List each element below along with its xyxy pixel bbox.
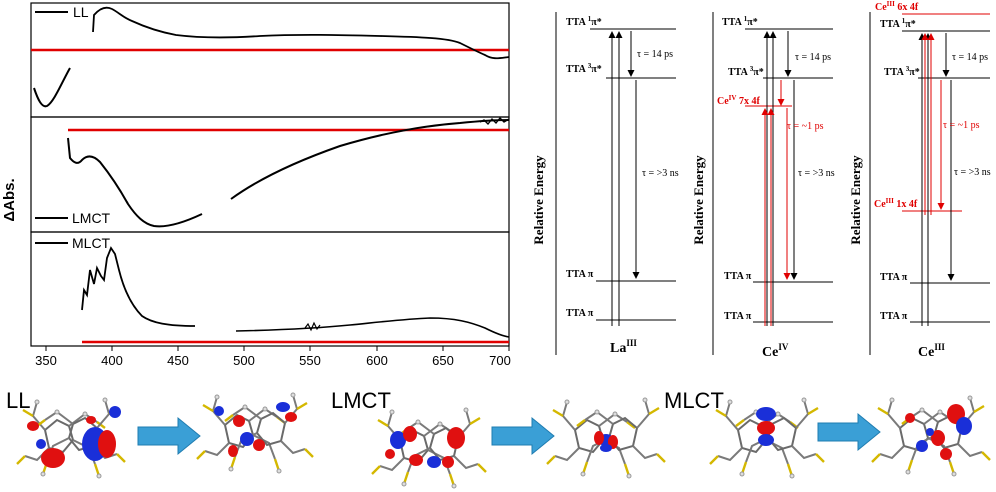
level-label-pi-lower-la: TTA π xyxy=(566,308,594,319)
x-tick-label-350: 350 xyxy=(35,353,57,368)
level-label-triplet-ce4: TTA 3π* xyxy=(728,65,764,78)
x-tick-label-500: 500 xyxy=(233,353,255,368)
level-label-triplet-la: TTA 3π* xyxy=(566,62,602,75)
tau-ce-ce4: τ = ~1 ps xyxy=(787,121,824,132)
level-label-ce-1x4f: CeIII 1x 4f xyxy=(874,197,918,210)
x-tick-label-600: 600 xyxy=(366,353,388,368)
trace-lmct-b xyxy=(230,119,510,200)
trace-ll-b xyxy=(92,6,510,60)
level-label-triplet-ce3: TTA 3π* xyxy=(884,65,920,78)
level-label-pi-lower-ce3: TTA π xyxy=(880,311,908,322)
tau-short-ce4: τ = 14 ps xyxy=(795,52,831,63)
energy-diagram-ce3: Relative Energy CeIII 6x 4f TTA 1π* TTA … xyxy=(848,0,991,360)
trace-mlct-a xyxy=(81,246,196,327)
level-label-ce-7x4f: CeIV 7x 4f xyxy=(717,94,760,107)
diagram-name-la: LaIII xyxy=(610,338,637,356)
diagram-name-ce4: CeIV xyxy=(762,342,789,360)
tau-short-ce3: τ = 14 ps xyxy=(952,52,988,63)
level-label-pi-upper-la: TTA π xyxy=(566,269,594,280)
x-axis: 350 400 450 500 550 600 650 700 xyxy=(35,346,511,368)
energy-axis-label-ce4: Relative Energy xyxy=(691,155,706,245)
molecule-mlct-ground xyxy=(708,396,826,480)
panel-ll-frame xyxy=(30,2,510,118)
orbital-label-lmct: LMCT xyxy=(331,388,391,413)
level-label-ce-6x4f: CeIII 6x 4f xyxy=(875,0,919,13)
process-arrow-lmct xyxy=(491,417,555,455)
molecule-mlct-excited xyxy=(870,394,992,478)
molecule-ll-excited xyxy=(195,391,315,475)
trace-lmct-a xyxy=(67,137,203,228)
trace-mlct-b xyxy=(235,317,510,338)
trace-ll-a xyxy=(33,67,71,108)
legend-label-mlct: MLCT xyxy=(72,235,111,251)
diagram-name-ce3: CeIII xyxy=(918,342,945,360)
energy-axis-label-la: Relative Energy xyxy=(531,155,546,245)
trace-lmct-noise xyxy=(479,116,510,126)
y-axis-label: ΔAbs. xyxy=(1,178,18,221)
x-tick-label-400: 400 xyxy=(101,353,123,368)
orbital-label-ll: LL xyxy=(6,388,30,413)
energy-diagram-ce4: Relative Energy TTA 1π* TTA 3π* CeIV 7x … xyxy=(691,12,835,360)
tau-short-la: τ = 14 ps xyxy=(637,49,673,60)
tau-long-ce3: τ = >3 ns xyxy=(954,167,991,178)
legend-label-lmct: LMCT xyxy=(72,210,111,226)
process-arrow-mlct xyxy=(817,413,881,451)
tau-long-la: τ = >3 ns xyxy=(642,168,679,179)
panel-mlct-frame xyxy=(30,231,510,347)
level-label-pi-upper-ce3: TTA π xyxy=(880,272,908,283)
level-label-singlet-la: TTA 1π* xyxy=(566,15,602,28)
level-label-pi-upper-ce4: TTA π xyxy=(724,271,752,282)
orbital-label-mlct: MLCT xyxy=(664,388,724,413)
legend-label-ll: LL xyxy=(73,4,89,20)
energy-axis-label-ce3: Relative Energy xyxy=(848,155,863,245)
molecule-ll-ground xyxy=(15,396,127,480)
tau-long-ce4: τ = >3 ns xyxy=(798,168,835,179)
energy-diagram-la: Relative Energy TTA 1π* TTA 3π* TTA π TT… xyxy=(531,12,679,356)
level-label-pi-lower-ce4: TTA π xyxy=(724,311,752,322)
x-tick-label-550: 550 xyxy=(299,353,321,368)
process-arrow-ll xyxy=(137,417,201,455)
absorption-figure: ΔAbs. LL LMCT MLCT xyxy=(1,2,511,368)
tau-ce-ce3: τ = ~1 ps xyxy=(943,120,980,131)
molecule-lmct-ground xyxy=(370,406,488,490)
x-tick-label-700: 700 xyxy=(489,353,511,368)
x-tick-label-450: 450 xyxy=(167,353,189,368)
molecule-lmct-excited xyxy=(545,396,667,480)
level-label-singlet-ce3: TTA 1π* xyxy=(880,17,916,30)
x-tick-label-650: 650 xyxy=(432,353,454,368)
trace-mlct-noise xyxy=(304,321,321,332)
level-label-singlet-ce4: TTA 1π* xyxy=(722,15,758,28)
orbital-row: LL LMCT MLCT xyxy=(6,388,992,490)
